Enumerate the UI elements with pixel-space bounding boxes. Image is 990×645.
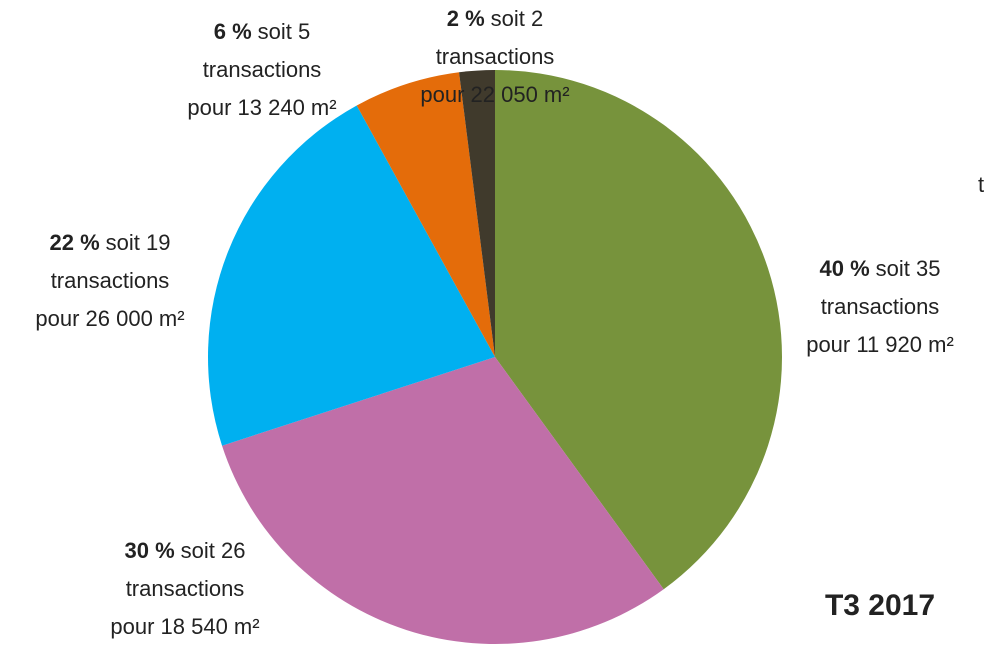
- detail: pour 13 240 m²: [187, 95, 336, 120]
- detail: soit 2: [491, 6, 544, 31]
- detail: transactions: [203, 57, 322, 82]
- pie-slice: [222, 357, 664, 644]
- pie: [207, 70, 783, 644]
- data-label: 2 % soit 2: [447, 6, 544, 31]
- detail: soit 35: [876, 256, 941, 281]
- value-label: 6 %: [214, 19, 252, 44]
- pie-slice: [459, 70, 495, 357]
- chart-title: T3 2017: [825, 589, 935, 622]
- value-label: 40 %: [820, 256, 870, 281]
- labels: 40 % soit 35 transactions pour 11 920 m² 30 …: [35, 6, 953, 639]
- data-label: 6 % soit 5: [214, 19, 311, 44]
- detail: soit 19: [106, 230, 171, 255]
- detail: pour 22 050 m²: [420, 82, 569, 107]
- detail: transactions: [436, 44, 555, 69]
- detail: pour 11 920 m²: [806, 332, 954, 357]
- detail: soit 5: [258, 19, 311, 44]
- data-label: 22 % soit 19: [50, 230, 171, 255]
- detail: pour 18 540 m²: [110, 614, 259, 639]
- detail: pour 26 000 m²: [35, 306, 184, 331]
- value-label: 22 %: [50, 230, 100, 255]
- data-label: 30 % soit 26: [125, 538, 246, 563]
- detail: transactions: [126, 576, 245, 601]
- pie-slice: [207, 105, 495, 446]
- annotation: t: [978, 172, 984, 197]
- value-label: 30 %: [125, 538, 175, 563]
- pie-slice: [495, 70, 783, 590]
- detail: transactions: [821, 294, 940, 319]
- data-label: 40 % soit 35: [820, 256, 941, 281]
- detail: soit 26: [181, 538, 246, 563]
- pie-slice: [356, 72, 495, 357]
- value-label: 2 %: [447, 6, 485, 31]
- detail: transactions: [51, 268, 170, 293]
